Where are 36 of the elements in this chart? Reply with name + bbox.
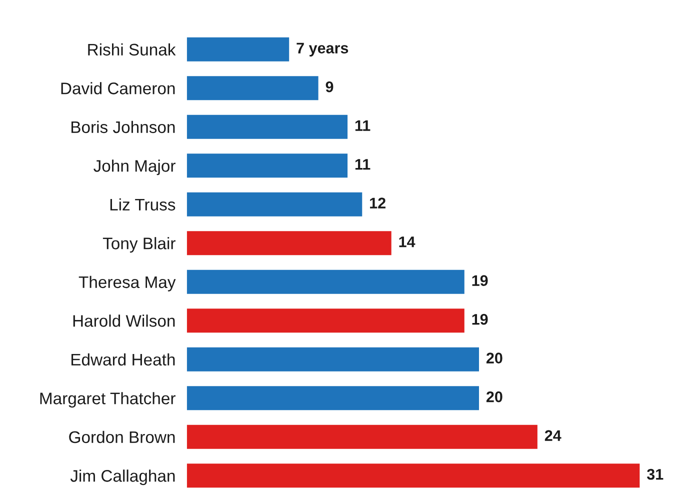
bar [186, 76, 318, 100]
data-label: 9 [326, 81, 334, 92]
bar [186, 37, 290, 62]
y-tick-label: Margaret Thatcher [40, 392, 176, 408]
bar [186, 270, 464, 294]
y-tick-label: Harold Wilson [73, 314, 175, 327]
data-label: 19 [472, 314, 488, 325]
bar [186, 154, 348, 178]
data-label: 11 [355, 159, 370, 170]
bar [186, 308, 464, 333]
data-label: 12 [370, 198, 386, 208]
bar [186, 231, 392, 256]
data-label: 11 [355, 120, 370, 131]
y-tick-label: Theresa May [78, 276, 176, 292]
data-label: 31 [646, 468, 664, 480]
bar [186, 464, 640, 488]
bar [186, 424, 538, 449]
bar [186, 192, 362, 216]
data-label: 14 [399, 236, 416, 248]
y-tick-label: Gordon Brown [69, 430, 175, 444]
y-tick-label: David Cameron [61, 82, 175, 94]
data-label: 7 years [296, 42, 348, 56]
data-label: 24 [544, 430, 562, 441]
y-tick-label: Tony Blair [102, 237, 176, 253]
data-label: 19 [472, 275, 488, 286]
y-tick-label: Edward Heath [72, 353, 175, 366]
bar [186, 386, 479, 410]
data-label: 20 [486, 352, 502, 364]
y-tick-label: Boris Johnson [72, 120, 175, 134]
bar [186, 114, 348, 139]
y-tick-label: Jim Callaghan [70, 470, 175, 486]
bar [186, 347, 479, 372]
y-tick-label: Liz Truss [110, 198, 176, 211]
y-tick-label: John Major [94, 160, 176, 176]
y-tick-label: Rishi Sunak [88, 43, 176, 56]
data-label: 20 [486, 391, 502, 402]
